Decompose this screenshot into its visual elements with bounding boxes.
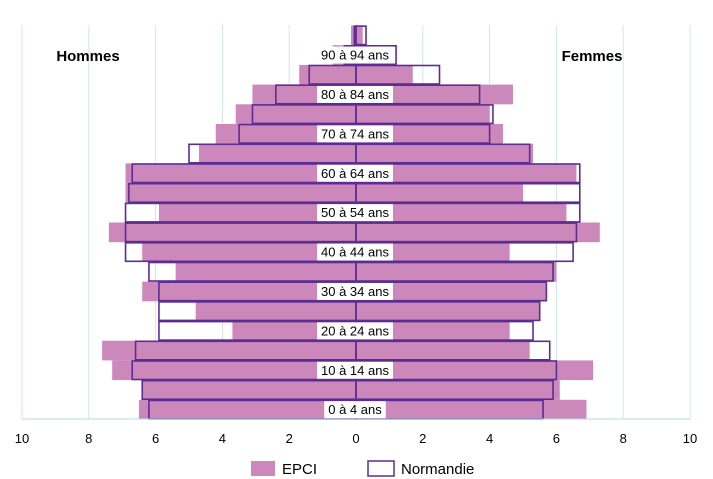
x-tick-label-4: 2 — [286, 431, 293, 446]
bar-normandie-femmes-11 — [355, 182, 581, 203]
bar-normandie-femmes-3 — [355, 340, 551, 361]
bar-epci-femmes-4 — [356, 321, 510, 341]
age-label-10: 50 à 54 ans — [321, 205, 389, 220]
age-label-bg-18 — [317, 46, 393, 64]
bar-epci-hommes-5 — [195, 301, 356, 321]
bar-epci-hommes-11 — [125, 183, 356, 203]
bar-epci-femmes-12 — [356, 163, 577, 184]
bar-epci-hommes-10 — [158, 202, 356, 223]
age-label-bg-2 — [317, 361, 393, 379]
bar-epci-femmes-1 — [356, 380, 560, 400]
bar-epci-femmes-5 — [356, 301, 540, 321]
hommes-title: Hommes — [56, 48, 119, 65]
age-label-8: 40 à 44 ans — [321, 245, 389, 260]
age-label-bg-10 — [317, 204, 393, 222]
bar-normandie-femmes-13 — [355, 143, 531, 164]
age-label-bg-0 — [324, 401, 386, 419]
age-label-bg-8 — [317, 243, 393, 261]
bar-epci-hommes-6 — [142, 281, 356, 302]
bar-epci-hommes-19 — [350, 25, 356, 46]
age-label-18: 90 à 94 ans — [321, 48, 389, 63]
bar-epci-femmes-9 — [356, 222, 600, 243]
bar-epci-femmes-8 — [356, 242, 510, 262]
bar-epci-hommes-0 — [138, 399, 356, 420]
x-tick-label-0: 10 — [15, 431, 29, 446]
bar-normandie-femmes-17 — [355, 64, 441, 85]
age-label-bg-6 — [317, 282, 393, 300]
bar-normandie-femmes-15 — [355, 104, 494, 125]
bar-epci-femmes-2 — [356, 360, 594, 381]
age-labels: 0 à 4 ans 10 à 14 ans 20 à 24 ans 30 à 34 a… — [317, 46, 393, 419]
x-tick-label-8: 6 — [553, 431, 560, 446]
bar-epci-femmes-0 — [356, 399, 587, 420]
age-label-0: 0 à 4 ans — [328, 402, 382, 417]
age-label-12: 60 à 64 ans — [321, 166, 389, 181]
bar-epci-femmes-6 — [356, 281, 547, 302]
bar-epci-hommes-2 — [112, 360, 357, 381]
x-tick-label-10: 10 — [683, 431, 697, 446]
age-label-bg-12 — [317, 164, 393, 182]
legend-swatch-normandie — [367, 460, 395, 477]
x-tick-label-3: 4 — [219, 431, 226, 446]
x-tick-label-6: 2 — [419, 431, 426, 446]
bar-epci-hommes-13 — [199, 143, 356, 164]
legend-label-normandie: Normandie — [401, 461, 474, 478]
x-tick-label-5: 0 — [352, 431, 359, 446]
age-label-14: 70 à 74 ans — [321, 126, 389, 141]
bar-epci-hommes-17 — [299, 64, 356, 85]
age-label-bg-4 — [317, 322, 393, 340]
bar-normandie-femmes-9 — [355, 222, 578, 243]
bar-epci-femmes-10 — [356, 202, 567, 223]
bar-epci-femmes-16 — [356, 84, 513, 105]
x-axis: 10 8 6 4 2 0 2 4 6 8 10 — [15, 418, 697, 446]
bar-epci-hommes-8 — [142, 242, 356, 262]
bar-epci-femmes-19 — [356, 25, 363, 46]
legend-swatch-epci — [251, 461, 275, 476]
bar-normandie-femmes-7 — [355, 261, 554, 282]
age-label-16: 80 à 84 ans — [321, 87, 389, 102]
legend-label-epci: EPCI — [282, 461, 317, 478]
age-label-bg-16 — [317, 85, 393, 103]
x-tick-label-2: 6 — [152, 431, 159, 446]
bar-epci-femmes-11 — [356, 183, 523, 203]
bar-epci-hommes-12 — [125, 163, 356, 184]
bar-epci-femmes-17 — [356, 64, 413, 85]
legend: EPCI Normandie — [251, 460, 474, 478]
bar-epci-hommes-1 — [142, 380, 356, 400]
bar-epci-femmes-13 — [356, 143, 534, 164]
age-label-4: 20 à 24 ans — [321, 323, 389, 338]
bar-epci-femmes-15 — [356, 104, 490, 124]
bar-normandie-femmes-5 — [355, 301, 541, 322]
x-tick-label-9: 8 — [620, 431, 627, 446]
bar-epci-hommes-15 — [235, 104, 356, 124]
age-label-bg-14 — [317, 125, 393, 143]
bar-epci-hommes-9 — [108, 222, 356, 243]
x-tick-label-7: 4 — [486, 431, 493, 446]
x-tick-label-1: 8 — [85, 431, 92, 446]
bar-epci-hommes-3 — [102, 340, 356, 361]
age-label-2: 10 à 14 ans — [321, 363, 389, 378]
epci-series — [102, 25, 600, 420]
bar-epci-femmes-7 — [356, 261, 557, 282]
bar-epci-hommes-7 — [175, 261, 356, 282]
age-label-6: 30 à 34 ans — [321, 284, 389, 299]
bar-normandie-femmes-1 — [355, 379, 554, 401]
femmes-title: Femmes — [562, 48, 623, 65]
bar-epci-femmes-3 — [356, 340, 530, 361]
bar-normandie-femmes-19 — [355, 25, 367, 46]
